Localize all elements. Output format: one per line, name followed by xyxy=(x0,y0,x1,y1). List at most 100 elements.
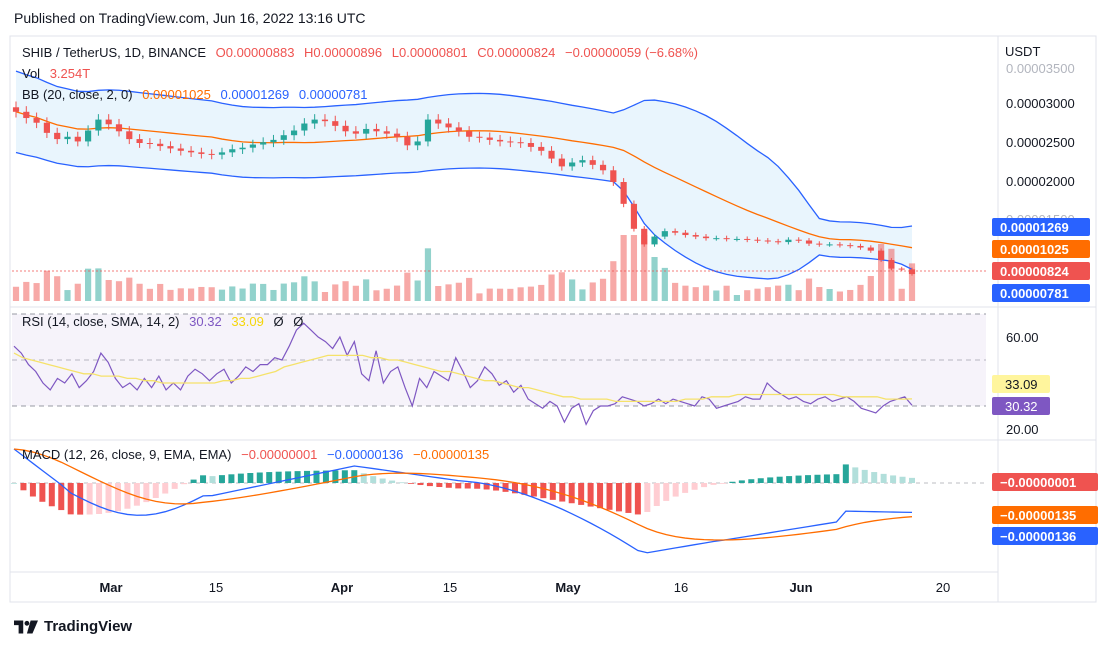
macd-histogram-bar xyxy=(540,483,547,499)
volume-bar xyxy=(445,284,452,301)
macd-histogram-bar xyxy=(133,483,140,506)
volume-bar xyxy=(115,281,123,301)
rsi-extra-1: Ø xyxy=(273,314,284,329)
volume-bar xyxy=(744,290,751,301)
volume-bar xyxy=(898,288,905,301)
volume-bar xyxy=(733,295,741,301)
volume-bar xyxy=(702,285,710,301)
candle-body xyxy=(126,131,133,140)
candle-body xyxy=(332,121,339,126)
candle-body xyxy=(527,143,535,147)
macd-histogram-bar xyxy=(389,480,396,483)
candle-body xyxy=(455,127,462,132)
candle-body xyxy=(620,182,627,204)
bb-lower-line xyxy=(15,151,913,280)
macd-histogram-bar xyxy=(672,483,679,497)
macd-histogram-bar xyxy=(285,471,292,483)
volume-bar xyxy=(105,280,112,301)
macd-histogram-bar xyxy=(228,474,235,483)
candle-body xyxy=(249,144,256,148)
volume-bar xyxy=(177,288,184,301)
candle-body xyxy=(702,236,710,239)
symbol-label[interactable]: SHIB / TetherUS, 1D, BINANCE xyxy=(22,45,206,60)
macd-histogram-bar xyxy=(294,471,301,483)
candle-body xyxy=(301,123,308,131)
bb-basis-value: 0.00001025 xyxy=(142,87,211,102)
macd-histogram-bar xyxy=(530,483,537,497)
macd-histogram-bar xyxy=(502,483,509,492)
macd-histogram-bar xyxy=(776,476,783,483)
close-value: C0.00000824 xyxy=(477,45,556,60)
volume-bar xyxy=(805,278,813,301)
volume-bar xyxy=(558,272,565,301)
macd-histogram-bar xyxy=(861,469,868,483)
macd-histogram-bar xyxy=(719,483,726,484)
macd-histogram-bar xyxy=(786,476,793,483)
volume-bar xyxy=(260,283,267,301)
macd-histogram-bar xyxy=(322,470,329,483)
macd-hist-badge-bg xyxy=(992,473,1098,491)
candle-body xyxy=(414,141,421,146)
candle-body xyxy=(579,160,586,163)
macd-histogram-bar xyxy=(814,474,821,483)
brand-name: TradingView xyxy=(44,618,133,635)
volume-bar xyxy=(249,283,256,301)
candle-body xyxy=(754,239,761,241)
volume-bar xyxy=(672,282,679,301)
candle-body xyxy=(157,143,164,147)
volume-bar xyxy=(435,286,442,301)
macd-histogram-bar xyxy=(701,483,708,488)
candle-body xyxy=(85,130,92,142)
volume-bar xyxy=(301,276,308,301)
macd-histogram-bar xyxy=(682,483,689,493)
macd-line xyxy=(13,448,913,554)
rsi-line xyxy=(13,322,913,426)
candle-body xyxy=(682,232,689,236)
macd-histogram-bar xyxy=(190,479,197,483)
footer[interactable]: TradingView xyxy=(14,618,132,635)
bb-lower-value: 0.00000781 xyxy=(298,87,368,102)
bb-upper-value: 0.00001269 xyxy=(220,87,290,102)
macd-histogram-bar xyxy=(417,483,424,486)
volume-bar xyxy=(867,276,874,301)
volume-bar xyxy=(424,248,432,301)
volume-bar xyxy=(507,288,514,301)
rsi-legend[interactable]: RSI (14, close, SMA, 14, 2) 30.32 33.09 … xyxy=(22,314,309,329)
macd-histogram-bar xyxy=(880,473,887,483)
volume-bar xyxy=(466,277,473,301)
volume-bar xyxy=(136,283,143,301)
candle-body xyxy=(867,247,874,251)
volume-legend[interactable]: Vol 3.254T xyxy=(22,66,96,81)
macd-histogram-bar xyxy=(171,483,178,489)
main-legend[interactable]: SHIB / TetherUS, 1D, BINANCE O0.00000883… xyxy=(22,45,704,60)
volume-bar xyxy=(54,276,61,301)
bb-legend[interactable]: BB (20, close, 2, 0) 0.00001025 0.000012… xyxy=(22,87,374,102)
candle-body xyxy=(311,119,318,124)
macd-histogram-bar xyxy=(909,477,915,483)
macd-histogram-bar xyxy=(200,475,207,483)
macd-histogram-bar xyxy=(58,483,65,511)
candle-body xyxy=(805,240,813,244)
candle-body xyxy=(517,142,524,144)
volume-bar xyxy=(795,290,802,301)
candle-body xyxy=(599,164,607,171)
macd-histogram-bar xyxy=(29,483,36,497)
candle-body xyxy=(435,119,442,124)
time-label: 15 xyxy=(209,580,223,595)
candle-body xyxy=(836,244,843,246)
candle-body xyxy=(290,130,298,136)
high-value: H0.00000896 xyxy=(304,45,383,60)
macd-histogram-bar xyxy=(767,477,774,483)
macd-histogram-bar xyxy=(606,483,613,510)
time-label: Apr xyxy=(331,580,353,595)
macd-histogram-bar xyxy=(67,483,74,515)
macd-histogram-bar xyxy=(408,483,415,484)
volume-bar xyxy=(95,268,102,301)
volume-bar xyxy=(352,285,359,301)
volume-bar xyxy=(723,285,730,301)
macd-legend[interactable]: MACD (12, 26, close, 9, EMA, EMA) −0.000… xyxy=(22,447,495,462)
volume-value: 3.254T xyxy=(49,66,91,81)
candle-body xyxy=(692,235,699,237)
volume-bar xyxy=(455,282,462,301)
